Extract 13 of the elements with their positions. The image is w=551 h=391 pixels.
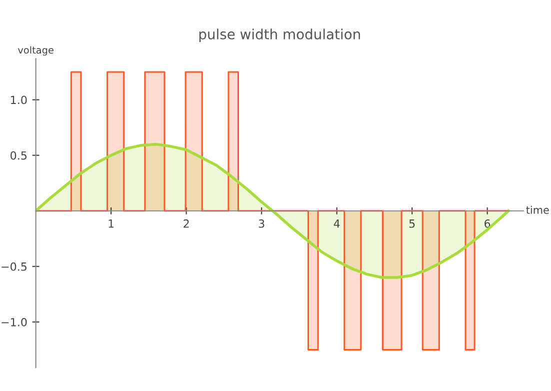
y-tick-label: 0.5: [10, 151, 27, 160]
x-tick-label: 6: [484, 219, 490, 228]
y-tick-label: 1.0: [11, 96, 27, 104]
x-tick-label: 3: [258, 219, 264, 228]
x-tick-label: 2: [184, 219, 189, 228]
chart-title: pulse width modulation: [199, 28, 360, 42]
y-tick-label: −1.0: [2, 318, 27, 326]
x-tick-label: 1: [108, 220, 114, 228]
x-axis-title: time: [526, 206, 549, 214]
x-tick-label: 4: [334, 220, 340, 228]
y-axis-title: voltage: [18, 46, 54, 56]
y-tick-label: −0.5: [2, 262, 27, 271]
x-tick-label: 5: [409, 220, 415, 228]
